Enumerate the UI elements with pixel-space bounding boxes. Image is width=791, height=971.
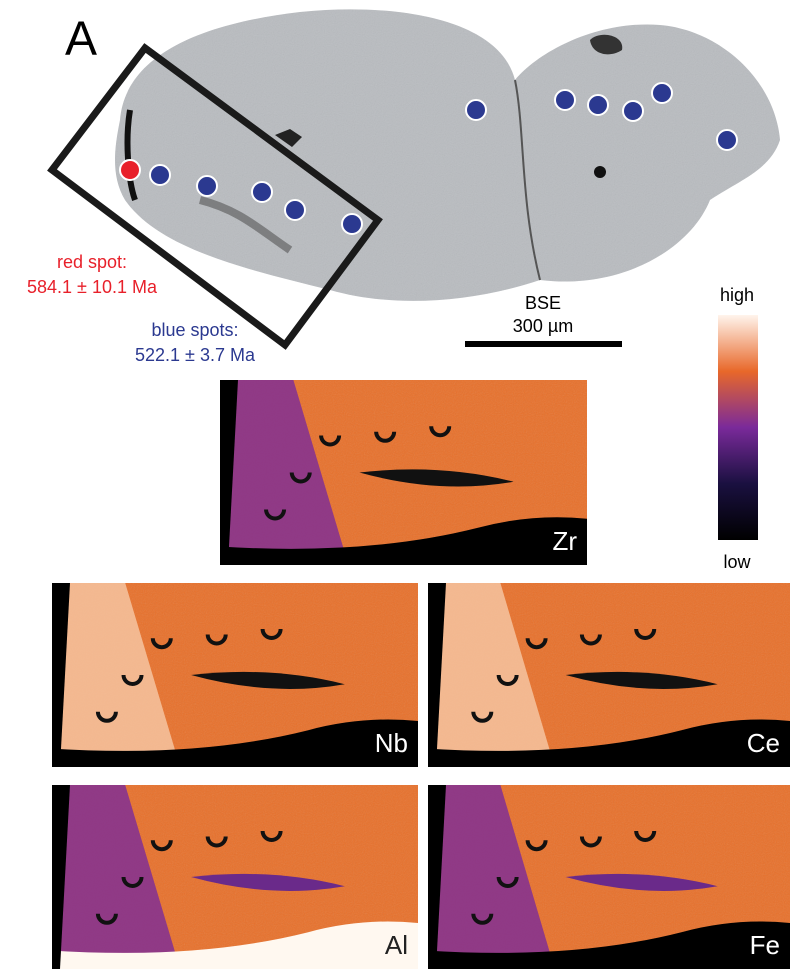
element-label: Al: [385, 930, 408, 960]
scale-label: 300 µm: [513, 316, 573, 336]
bse-label: BSE: [525, 293, 561, 313]
element-label: Ce: [747, 728, 780, 758]
red-spot-age: 584.1 ± 10.1 Ma: [27, 277, 158, 297]
colorbar-low: low: [723, 552, 751, 572]
map-panel: [52, 785, 418, 969]
element-label: Zr: [552, 526, 577, 556]
figure: A red spot: 584.1 ± 10.1 Ma blue spots: …: [0, 0, 791, 971]
bse-image: [115, 9, 780, 301]
blue-spots-age: 522.1 ± 3.7 Ma: [135, 345, 256, 365]
blue-spot: [252, 182, 272, 202]
blue-spot: [652, 83, 672, 103]
blue-spot: [342, 214, 362, 234]
blue-spot: [555, 90, 575, 110]
blue-spot: [466, 100, 486, 120]
panel-label: A: [65, 13, 97, 66]
colorbar-high: high: [720, 285, 754, 305]
maps: Zr Nb Ce Al Fe: [52, 380, 790, 969]
grain-texture: [115, 9, 780, 301]
blue-spot: [285, 200, 305, 220]
blue-spot: [588, 95, 608, 115]
map-panel: [220, 380, 587, 565]
colorbar: [718, 315, 758, 540]
map-panel: [428, 583, 790, 767]
red-spot-label: red spot:: [57, 252, 127, 272]
blue-spot: [623, 101, 643, 121]
element-label: Nb: [375, 728, 408, 758]
blue-spot: [717, 130, 737, 150]
blue-spots-label: blue spots:: [151, 320, 238, 340]
blue-spot: [197, 176, 217, 196]
pore: [594, 166, 606, 178]
element-label: Fe: [750, 930, 780, 960]
blue-spot: [150, 165, 170, 185]
map-panel: [52, 583, 418, 767]
map-panel: [428, 785, 790, 969]
red-spot: [120, 160, 140, 180]
